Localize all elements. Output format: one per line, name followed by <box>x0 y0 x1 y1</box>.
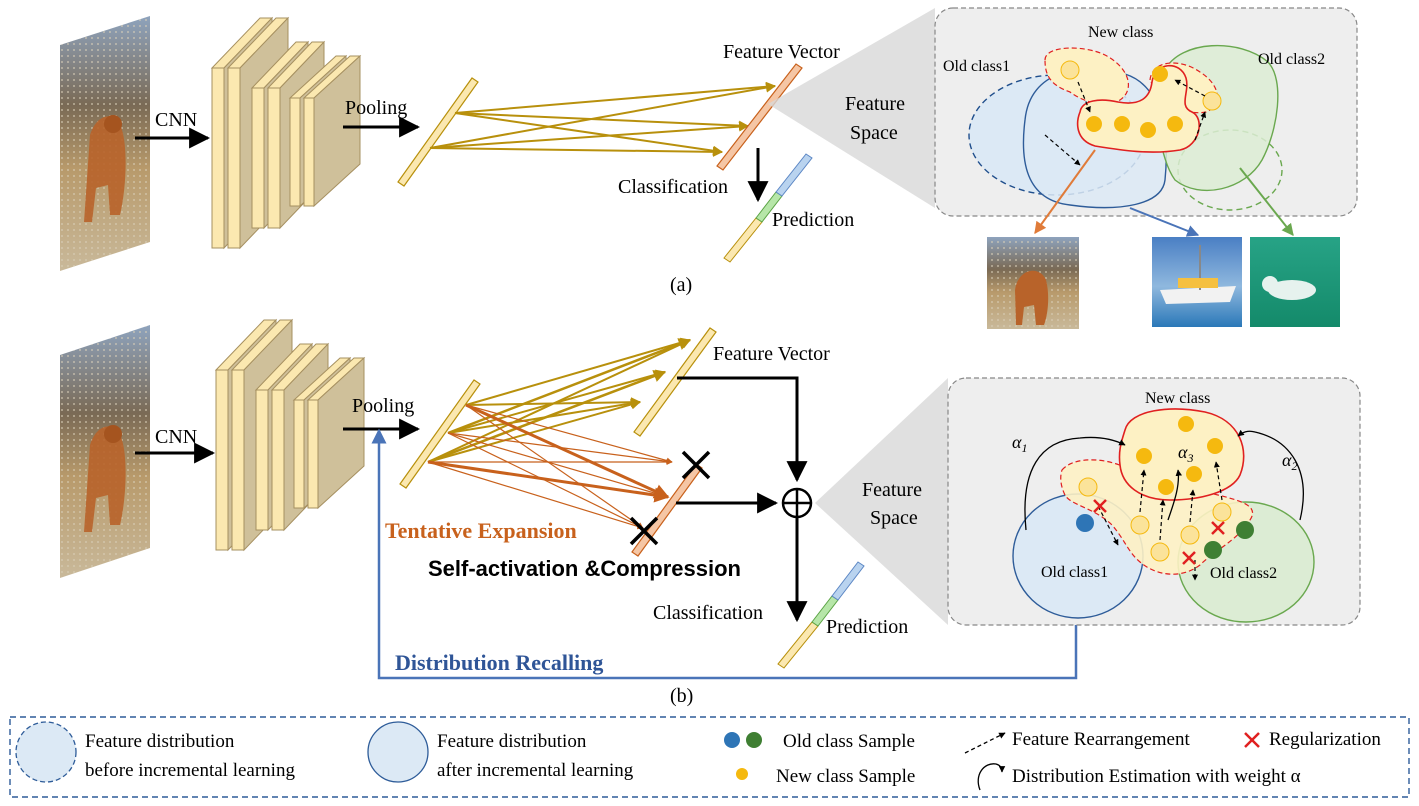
self-activation-label: Self-activation &Compression <box>428 556 741 581</box>
pooled-vector <box>397 77 479 187</box>
legend-distribution-estimation: Distribution Estimation with weight α <box>1012 766 1301 787</box>
prediction-label-b: Prediction <box>826 616 908 638</box>
old-class2-label-b: Old class2 <box>1210 565 1277 582</box>
prediction-vector-b <box>777 561 865 669</box>
dist-before-icon <box>15 721 77 783</box>
old-class1-label-a: Old class1 <box>943 58 1010 75</box>
boat-photo <box>1152 237 1242 327</box>
panel-b: CNN Pooling <box>60 318 1361 707</box>
pooled-vector-b <box>399 379 481 489</box>
regularization-marks <box>1093 499 1225 565</box>
cnn-label: CNN <box>155 109 197 131</box>
distribution-recalling-label: Distribution Recalling <box>395 650 603 675</box>
legend-regularization: Regularization <box>1269 729 1381 750</box>
pooling-label: Pooling <box>345 97 407 119</box>
panel-a: CNN Pooling <box>60 7 1358 329</box>
tentative-expansion-label: Tentative Expansion <box>385 518 577 543</box>
oplus-icon <box>781 487 813 519</box>
old-sample-green-icon <box>746 732 762 748</box>
distribution-recalling-arrow <box>371 428 1078 680</box>
legend-old-class-sample: Old class Sample <box>783 731 915 752</box>
dog-photo <box>60 16 150 271</box>
projection-cone <box>768 8 935 208</box>
classification-label-b: Classification <box>653 602 763 624</box>
feature-space-b: New class Old class1 Old class2 α1 α2 α3 <box>947 377 1361 626</box>
old-class2-sample <box>1236 521 1254 539</box>
new-class-label-a: New class <box>1088 24 1153 41</box>
legend-dist-after-l1: Feature distribution <box>437 731 587 752</box>
old-class1-sample <box>1076 514 1094 532</box>
beluga-photo <box>1250 237 1340 327</box>
legend-new-class-sample: New class Sample <box>776 766 915 787</box>
new-sample-icon <box>736 768 748 780</box>
old-class1-label-b: Old class1 <box>1041 564 1108 581</box>
dog-photo-b <box>60 325 150 578</box>
feature-space-label-l2: Space <box>850 122 898 144</box>
rearrangement-arrows <box>1044 79 1207 166</box>
old-class2-sample <box>1204 541 1222 559</box>
feature-space-label-b-l1: Feature <box>862 479 922 501</box>
legend-dist-before-l2: before incremental learning <box>85 760 295 781</box>
caption-b: (b) <box>670 685 693 707</box>
new-class-samples-b <box>1078 416 1232 562</box>
prediction-vector <box>723 153 813 263</box>
regularization-icon <box>1244 732 1260 748</box>
feature-space-label-b-l2: Space <box>870 507 918 529</box>
feature-vector <box>716 63 803 171</box>
feature-vector-label: Feature Vector <box>723 41 840 63</box>
old-class2-label-a: Old class2 <box>1258 51 1325 68</box>
rearrangement-icon <box>964 732 1006 754</box>
old-sample-blue-icon <box>724 732 740 748</box>
cross-icon <box>629 450 711 546</box>
expanded-vector-b <box>631 463 703 557</box>
cnn-label-b: CNN <box>155 426 197 448</box>
merge-arrows <box>676 376 808 514</box>
distribution-estimation-arrows <box>1024 429 1304 531</box>
legend-dist-after-l2: after incremental learning <box>437 760 634 781</box>
fc-connections-orange-b <box>427 403 673 530</box>
fc-connections <box>429 81 776 157</box>
distribution-estimation-icon <box>977 763 1006 791</box>
legend-feature-rearrangement: Feature Rearrangement <box>1012 729 1190 750</box>
dog-photo-small <box>987 237 1079 329</box>
caption-a: (a) <box>670 274 692 296</box>
feature-vector-b <box>633 327 717 437</box>
cnn-feature-maps <box>210 16 362 250</box>
feature-vector-label-b: Feature Vector <box>713 343 830 365</box>
new-class-label-b: New class <box>1145 390 1210 407</box>
legend: Feature distribution before incremental … <box>9 716 1410 798</box>
feature-space-a: New class Old class1 Old class2 <box>934 7 1358 237</box>
classification-label: Classification <box>618 176 728 198</box>
pooling-label-b: Pooling <box>352 395 414 417</box>
projection-cone-b <box>815 378 948 625</box>
cnn-feature-maps-b <box>214 318 366 552</box>
feature-space-label-l1: Feature <box>845 93 905 115</box>
fc-connections-gold-b <box>427 337 692 464</box>
prediction-label: Prediction <box>772 209 854 231</box>
dist-after-icon <box>367 721 429 783</box>
new-class-samples <box>1060 60 1222 138</box>
legend-dist-before-l1: Feature distribution <box>85 731 235 752</box>
